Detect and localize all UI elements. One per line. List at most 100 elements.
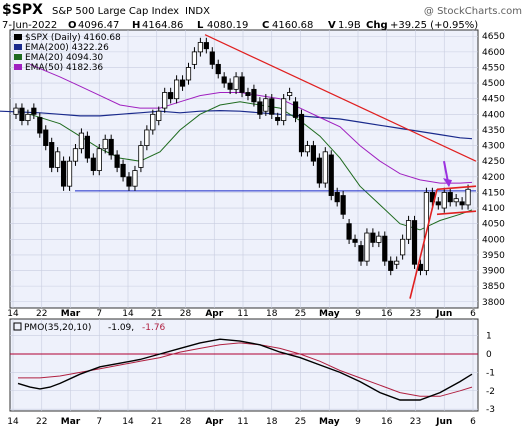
pmo-y-axis: 1 0 -1 -2 -3 bbox=[486, 332, 495, 416]
candle-up bbox=[162, 92, 168, 109]
y-tick-label: 4100 bbox=[482, 204, 505, 214]
y-tick-label: 3800 bbox=[482, 298, 505, 308]
candle-up bbox=[304, 145, 311, 153]
x-tick-label: 16 bbox=[381, 417, 393, 427]
downtrend-line bbox=[204, 34, 477, 162]
x-tick-label: 7 bbox=[96, 417, 102, 427]
y-tick-label: 4400 bbox=[482, 110, 505, 120]
ema50-line bbox=[29, 63, 473, 184]
candle-up bbox=[191, 51, 198, 65]
candle-down bbox=[292, 101, 299, 118]
candle-up bbox=[287, 92, 293, 96]
pmo-signal-line bbox=[18, 342, 473, 397]
pmo-legend-label: PMO(35,20,10) bbox=[24, 323, 91, 333]
y-tick-label: 3950 bbox=[482, 251, 505, 261]
x-tick-label: 18 bbox=[266, 417, 278, 427]
pmo-legend: PMO(35,20,10) -1.09, -1.76 bbox=[13, 322, 166, 333]
y-tick-label: -2 bbox=[486, 387, 495, 397]
candle-up bbox=[173, 79, 180, 100]
change-label: Chg bbox=[366, 20, 388, 31]
candle-down bbox=[84, 135, 90, 159]
date-label: 7-Jun-2022 bbox=[2, 20, 57, 31]
candle-down bbox=[179, 79, 186, 87]
candle-up bbox=[364, 232, 370, 262]
ema200-line bbox=[0, 109, 473, 140]
pmo-x-axis: 14 22 Mar 7 14 21 28 Apr 11 18 25 May 9 16 23 Jun 6 bbox=[7, 417, 476, 427]
candle-down bbox=[31, 107, 37, 115]
channel-top-line bbox=[436, 185, 477, 191]
x-tick-label: Apr bbox=[205, 417, 223, 427]
arrow-head bbox=[443, 178, 452, 188]
candle-down bbox=[257, 101, 263, 115]
candle-down bbox=[340, 195, 346, 215]
y-tick-label: 1 bbox=[486, 332, 492, 342]
candle-up bbox=[138, 145, 144, 168]
candle-up bbox=[376, 235, 382, 243]
x-tick-label: 11 bbox=[237, 309, 248, 319]
x-tick-label: Apr bbox=[205, 309, 223, 319]
x-tick-label: 9 bbox=[355, 309, 361, 319]
x-tick-label: 14 bbox=[122, 417, 134, 427]
x-tick-label: May bbox=[319, 417, 340, 427]
candle-down bbox=[298, 113, 305, 153]
x-tick-label: 25 bbox=[295, 417, 306, 427]
x-tick-label: 14 bbox=[122, 309, 134, 319]
candle-up bbox=[96, 148, 102, 171]
volume-value: 1.9B bbox=[338, 20, 361, 31]
candle-up bbox=[322, 151, 328, 184]
x-tick-label: May bbox=[319, 309, 340, 319]
candle-down bbox=[245, 92, 251, 96]
candle-down bbox=[435, 201, 441, 206]
x-tick-label: 22 bbox=[36, 309, 47, 319]
candle-down bbox=[310, 145, 317, 162]
index-name: S&P 500 Large Cap Index bbox=[52, 6, 179, 17]
change-value: +39.25 (+0.95%) bbox=[390, 20, 478, 31]
pmo-lines bbox=[10, 338, 478, 401]
x-tick-label: Jun bbox=[435, 309, 452, 319]
candle-down bbox=[227, 82, 233, 90]
x-tick-label: 6 bbox=[470, 309, 476, 319]
candle-down bbox=[221, 76, 227, 84]
y-tick-label: 4450 bbox=[482, 95, 505, 105]
candle-down bbox=[358, 245, 364, 262]
exchange-label: INDX bbox=[185, 6, 210, 17]
close-label: C bbox=[262, 20, 269, 31]
candle-down bbox=[411, 220, 418, 265]
x-tick-label: 11 bbox=[237, 417, 248, 427]
low-value: 4080.19 bbox=[207, 20, 248, 31]
price-legend-label: $SPX (Daily) 4160.68 bbox=[25, 33, 121, 43]
candle-down bbox=[43, 129, 49, 146]
price-y-axis: 3800 3850 3900 3950 4000 4050 4100 4150 4200 4250… bbox=[482, 32, 505, 308]
open-label: O bbox=[68, 20, 77, 31]
candle-up bbox=[281, 98, 287, 121]
pmo-line bbox=[17, 338, 473, 401]
price-grid bbox=[10, 30, 478, 308]
y-tick-label: 4350 bbox=[482, 126, 505, 136]
y-tick-label: 4000 bbox=[482, 235, 505, 245]
open-value: 4096.47 bbox=[78, 20, 119, 31]
y-tick-label: 4200 bbox=[482, 173, 505, 183]
y-tick-label: 4500 bbox=[482, 79, 505, 89]
x-tick-label: Mar bbox=[61, 417, 81, 427]
candle-down bbox=[346, 223, 352, 240]
candle-down bbox=[328, 154, 334, 196]
candle-down bbox=[37, 117, 43, 134]
uptrend-line bbox=[409, 189, 438, 299]
chart-annotations bbox=[204, 34, 477, 299]
candle-up bbox=[400, 238, 406, 256]
candle-down bbox=[203, 42, 209, 50]
high-label: H bbox=[132, 20, 140, 31]
x-tick-label: Jun bbox=[435, 417, 452, 427]
candle-down bbox=[388, 260, 394, 271]
candle-up bbox=[25, 113, 31, 121]
y-tick-label: -3 bbox=[486, 405, 495, 415]
ema20-legend-swatch bbox=[14, 54, 22, 60]
candle-up bbox=[156, 110, 162, 121]
candle-up bbox=[405, 220, 412, 240]
arrow-shaft bbox=[443, 161, 449, 183]
pmo-legend-value2: -1.76 bbox=[142, 323, 166, 333]
volume-label: V bbox=[328, 20, 336, 31]
